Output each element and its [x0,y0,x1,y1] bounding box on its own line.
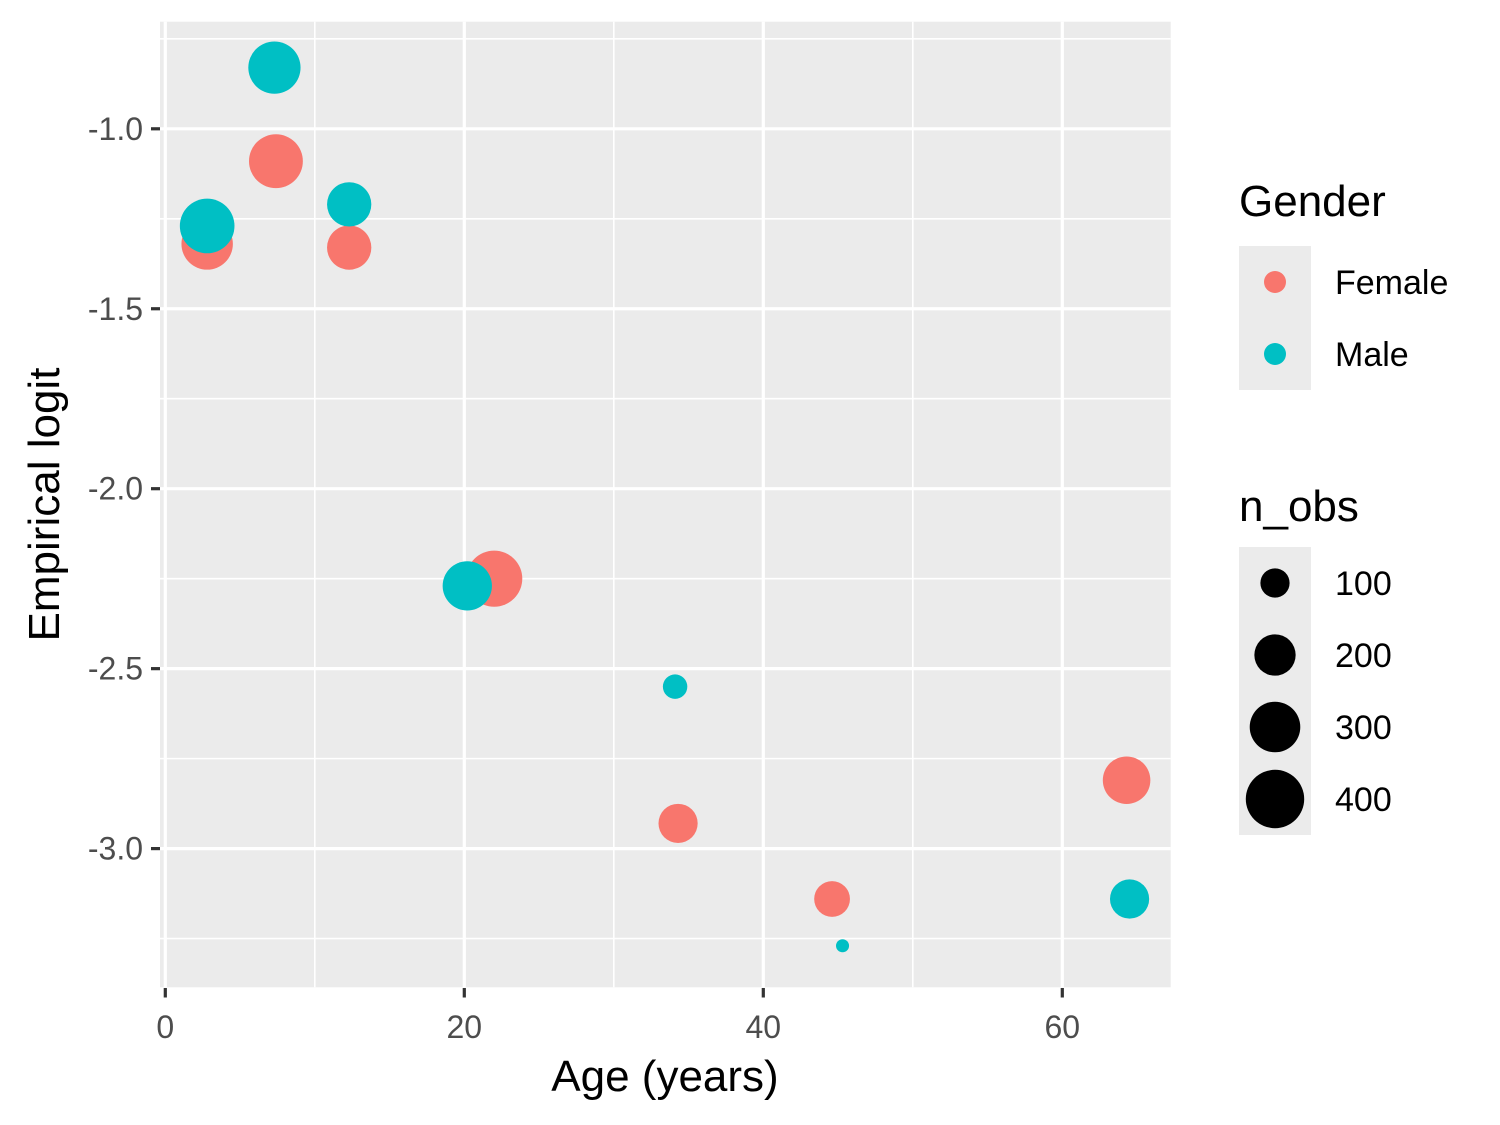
legend-label-male: Male [1335,336,1409,374]
data-point-female [327,225,372,270]
x-tick-label: 40 [746,1009,782,1045]
size-legend-dot-100 [1260,568,1290,598]
x-axis-title: Age (years) [551,1052,778,1101]
data-point-female [1102,756,1151,804]
gender-legend: Gender Female Male [1239,177,1448,390]
data-points [179,41,1151,953]
y-tick-label: -2.0 [88,471,143,507]
minor-gridlines [160,21,1171,988]
y-tick-label: -1.5 [88,291,143,327]
y-tick-label: -2.5 [88,651,143,687]
size-legend-dot-400 [1245,769,1305,829]
axis-ticks [151,127,1064,998]
nobs-legend: n_obs 100 200 300 400 [1239,482,1392,835]
data-point-male [836,939,850,953]
size-legend-label-300: 300 [1335,709,1392,747]
size-legend-label-400: 400 [1335,781,1392,819]
data-point-male [327,182,372,227]
size-legend-label-200: 200 [1335,637,1392,675]
legend-dot-male [1264,343,1286,365]
data-point-male [442,561,492,611]
legend-dot-female [1264,271,1286,293]
size-legend-dot-200 [1254,634,1296,676]
size-legend-dot-300 [1249,701,1301,753]
x-tick-label: 0 [156,1009,174,1045]
data-point-female [814,881,850,917]
legend-label-female: Female [1335,264,1448,302]
data-point-male [248,41,301,94]
x-tick-label: 60 [1045,1009,1081,1045]
major-gridlines [160,21,1171,988]
y-tick-label: -3.0 [88,831,143,867]
nobs-legend-title: n_obs [1239,482,1359,531]
gender-legend-title: Gender [1239,177,1386,226]
data-point-male [662,674,688,699]
data-point-female [658,803,698,843]
plot-panel [160,21,1171,988]
size-legend-label-100: 100 [1335,565,1392,603]
data-point-female [249,134,303,189]
x-tick-label: 20 [447,1009,483,1045]
y-tick-label: -1.0 [88,111,143,147]
data-point-male [179,198,235,254]
y-axis-title: Empirical logit [20,368,69,642]
axis-tick-labels: 0 20 40 60 -1.0 -1.5 -2.0 -2.5 -3.0 [88,111,1080,1045]
data-point-male [1109,879,1150,919]
